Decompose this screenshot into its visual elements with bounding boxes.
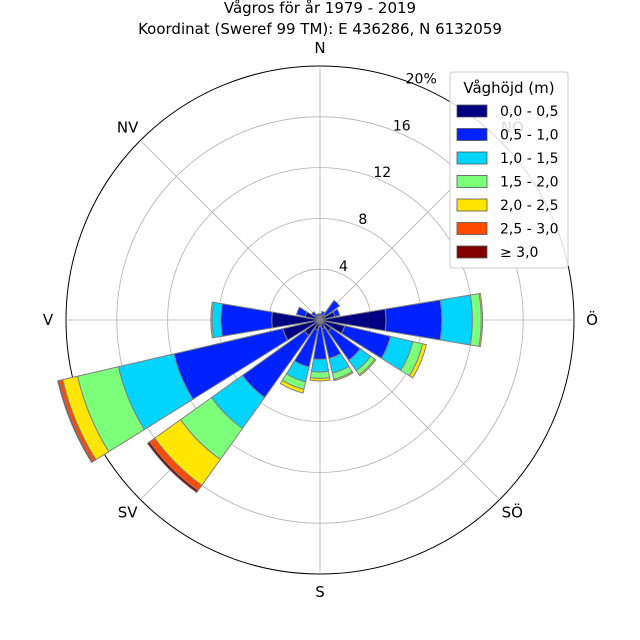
bar-segment-NNÖ xyxy=(320,310,326,317)
direction-label: Ö xyxy=(586,310,598,329)
bar-segment-SV xyxy=(146,441,199,494)
bar-segment-S xyxy=(310,358,330,373)
bar-segment-V xyxy=(211,301,223,339)
legend-swatch xyxy=(456,151,488,165)
radial-tick-labels: 4 8 12 16 20% xyxy=(339,71,437,275)
chart-subtitle: Koordinat (Sweref 99 TM): E 436286, N 61… xyxy=(138,20,502,38)
grid-spoke xyxy=(140,140,321,321)
legend-label: ≥ 3,0 xyxy=(500,245,538,261)
legend-swatch xyxy=(456,128,488,141)
bar-segment-SÖ xyxy=(358,358,377,377)
bar-segment-NNV xyxy=(315,313,320,318)
radial-tick-label: 8 xyxy=(358,212,367,228)
legend-label: 0,0 - 0,5 xyxy=(500,104,558,120)
bar-segment-ÖNÖ xyxy=(332,308,341,318)
bar-segment-NV xyxy=(311,311,318,318)
radial-tick-label: 16 xyxy=(393,118,411,134)
bar-segment-V xyxy=(220,303,273,337)
bar-segment-Ö xyxy=(469,292,482,348)
legend-label: 0,5 - 1,0 xyxy=(500,128,558,144)
legend: Våghöjd (m) 0,0 - 0,5 0,5 - 1,0 1,0 - 1,5 1… xyxy=(449,71,569,269)
legend-swatch xyxy=(456,198,488,212)
bar-segment-Ö xyxy=(384,299,443,341)
direction-label: SÖ xyxy=(502,502,523,521)
legend-swatch xyxy=(456,104,488,118)
legend-swatch xyxy=(456,222,488,235)
legend-swatch xyxy=(456,175,488,188)
legend-frame xyxy=(449,71,569,269)
direction-label: SV xyxy=(118,503,139,521)
chart-title: Vågros för år 1979 - 2019 xyxy=(224,0,416,17)
radial-tick-label: 12 xyxy=(373,165,391,181)
legend-label: 2,5 - 3,0 xyxy=(500,222,558,238)
radial-tick-label: 4 xyxy=(339,259,348,275)
bar-segment-Ö xyxy=(439,294,473,346)
radial-tick-label: 20% xyxy=(406,71,437,87)
direction-label: S xyxy=(315,583,325,601)
bar-segment-VSV xyxy=(57,379,94,464)
bar-segment-Ö xyxy=(478,292,484,348)
bar-segment-ÖSÖ xyxy=(408,343,428,379)
legend-label: 1,0 - 1,5 xyxy=(500,151,558,167)
rose-bars xyxy=(57,292,484,494)
direction-label: N xyxy=(314,39,325,57)
direction-label: V xyxy=(43,311,54,329)
bar-segment-S xyxy=(309,377,331,382)
legend-title: Våghöjd (m) xyxy=(463,79,554,97)
legend-items: 0,0 - 0,5 0,5 - 1,0 1,0 - 1,5 1,5 - 2,0 2,0 … xyxy=(456,104,558,261)
bar-segment-SSÖ xyxy=(333,371,354,382)
bar-segment-NÖ xyxy=(322,299,341,318)
legend-label: 1,5 - 2,0 xyxy=(500,175,558,191)
bar-segment-SSV xyxy=(279,379,305,394)
bar-segment-VNV xyxy=(295,306,308,318)
bar-segment-S xyxy=(309,370,331,379)
direction-label: NV xyxy=(117,119,139,137)
bar-segment-V xyxy=(210,301,215,339)
legend-label: 2,0 - 2,5 xyxy=(500,198,558,214)
legend-swatch xyxy=(456,245,488,259)
